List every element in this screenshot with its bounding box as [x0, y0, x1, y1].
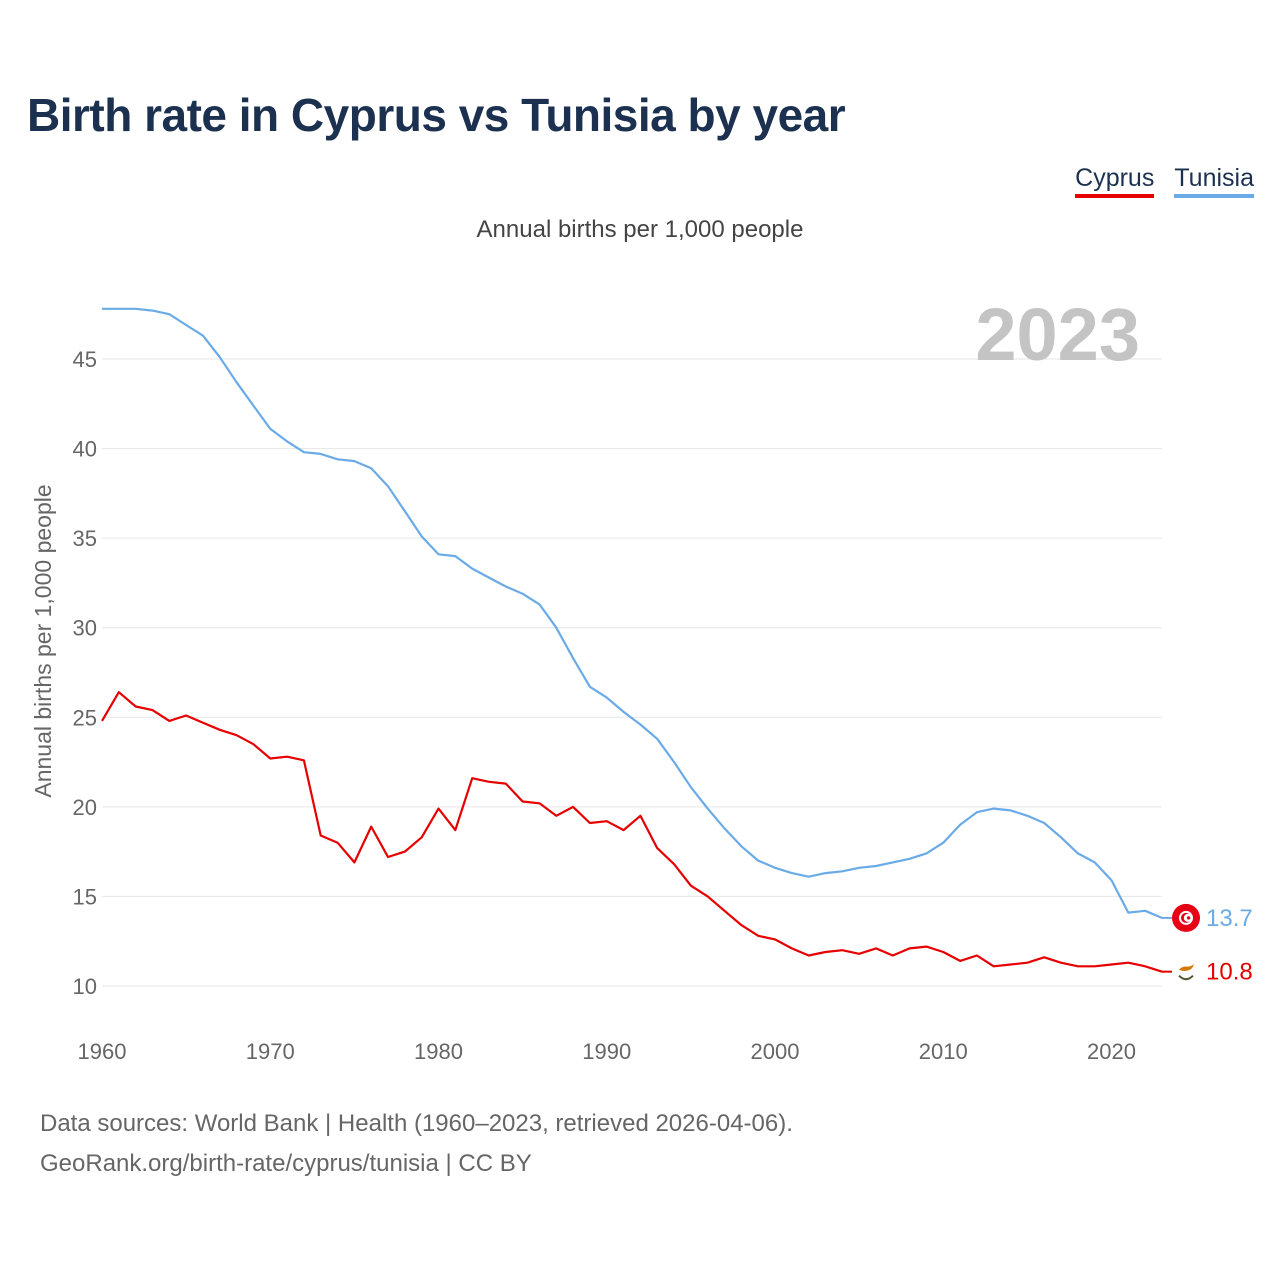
chart-subtitle: Annual births per 1,000 people — [476, 216, 804, 243]
chart-title: Birth rate in Cyprus vs Tunisia by year — [27, 89, 846, 141]
y-tick-label: 10 — [73, 974, 97, 999]
gridlines — [102, 358, 1162, 987]
y-tick-label: 45 — [73, 347, 97, 372]
x-tick-label: 2020 — [1087, 1039, 1136, 1064]
source-line: Data sources: World Bank | Health (1960–… — [40, 1110, 793, 1137]
tunisia-flag-icon — [1172, 903, 1200, 932]
y-axis-ticks: 10 15 20 25 30 35 40 45 — [73, 347, 97, 999]
y-tick-label: 40 — [73, 437, 97, 462]
end-value-label-cyprus: 10.8 — [1206, 959, 1253, 986]
footer: Data sources: World Bank | Health (1960–… — [40, 1104, 793, 1184]
x-tick-label: 1980 — [414, 1039, 463, 1064]
y-tick-label: 20 — [73, 795, 97, 820]
y-axis-label: Annual births per 1,000 people — [30, 484, 56, 797]
end-markers: 10.8 13.7 — [1162, 903, 1253, 986]
attribution-line: GeoRank.org/birth-rate/cyprus/tunisia | … — [40, 1150, 532, 1177]
y-tick-label: 35 — [73, 526, 97, 551]
x-tick-label: 1960 — [78, 1039, 127, 1064]
legend-item-cyprus[interactable]: Cyprus — [1075, 164, 1155, 198]
y-tick-label: 25 — [73, 705, 97, 730]
series-line-cyprus — [101, 691, 1163, 973]
cyprus-flag-icon — [1172, 957, 1200, 986]
legend-item-tunisia[interactable]: Tunisia — [1174, 164, 1254, 198]
legend: Cyprus Tunisia — [1075, 164, 1254, 198]
y-tick-label: 30 — [73, 616, 97, 641]
x-tick-label: 2010 — [919, 1039, 968, 1064]
series-lines — [101, 307, 1163, 973]
end-value-label-tunisia: 13.7 — [1206, 905, 1253, 932]
y-tick-label: 15 — [73, 884, 97, 909]
x-tick-label: 1990 — [582, 1039, 631, 1064]
series-line-tunisia — [102, 307, 1163, 919]
x-tick-label: 2000 — [751, 1039, 800, 1064]
year-label: 2023 — [975, 293, 1140, 376]
x-tick-label: 1970 — [246, 1039, 295, 1064]
x-axis-ticks: 1960 1970 1980 1990 2000 2010 2020 — [78, 1039, 1136, 1064]
